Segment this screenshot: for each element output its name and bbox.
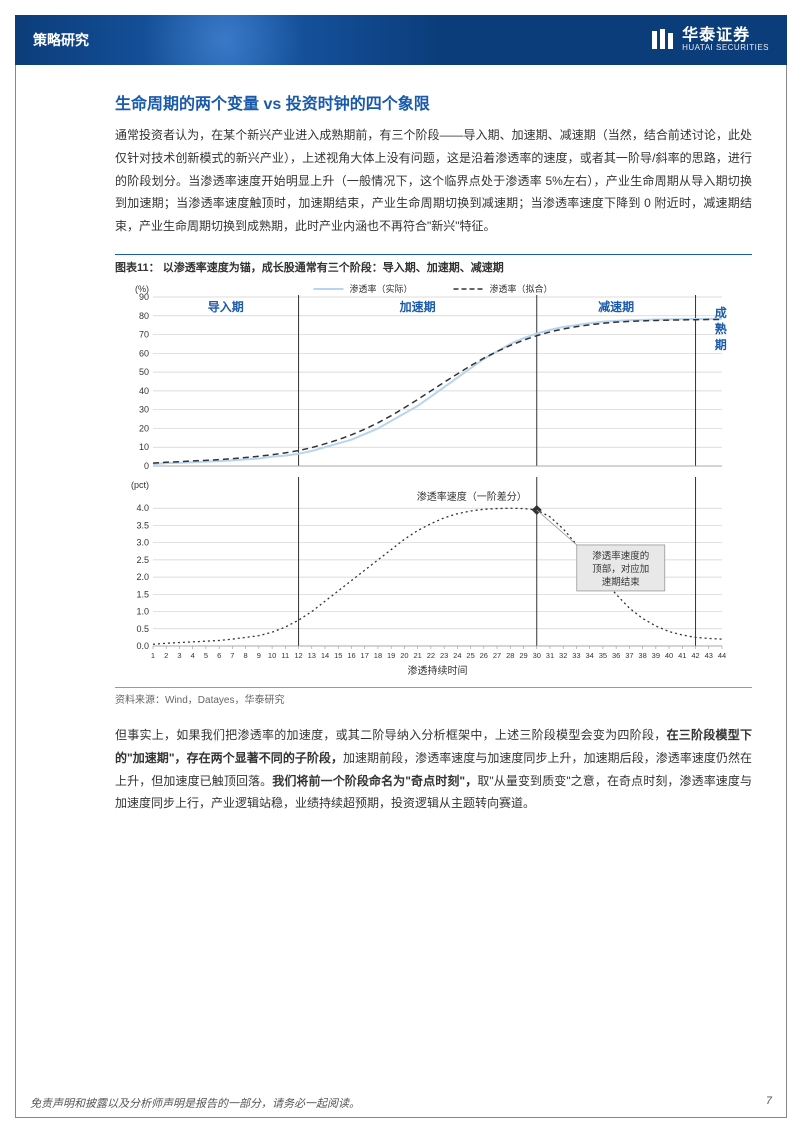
paragraph-2: 但事实上，如果我们把渗透率的加速度，或其二阶导纳入分析框架中，上述三阶段模型会变… (115, 724, 752, 815)
svg-text:渗透率速度（一阶差分）: 渗透率速度（一阶差分） (417, 490, 527, 503)
svg-text:16: 16 (347, 651, 355, 660)
header-logo: 华泰证券 HUATAI SECURITIES (650, 27, 769, 53)
svg-text:渗透率（拟合）: 渗透率（拟合） (490, 283, 553, 294)
svg-text:25: 25 (466, 651, 474, 660)
svg-text:22: 22 (427, 651, 435, 660)
logo-cn: 华泰证券 (682, 28, 769, 44)
svg-text:40: 40 (665, 651, 673, 660)
svg-text:28: 28 (506, 651, 514, 660)
svg-text:渗透率（实际）: 渗透率（实际） (350, 283, 413, 294)
svg-text:0: 0 (144, 461, 149, 471)
svg-text:18: 18 (374, 651, 382, 660)
svg-text:14: 14 (321, 651, 329, 660)
figure-caption: 以渗透率速度为锚，成长股通常有三个阶段：导入期、加速期、减速期 (163, 262, 504, 274)
svg-text:加速期: 加速期 (399, 299, 436, 314)
svg-text:41: 41 (678, 651, 686, 660)
svg-text:21: 21 (413, 651, 421, 660)
svg-text:20: 20 (139, 423, 149, 433)
header-category: 策略研究 (33, 30, 89, 50)
svg-text:40: 40 (139, 386, 149, 396)
svg-text:11: 11 (281, 651, 289, 660)
svg-text:0.0: 0.0 (136, 641, 149, 651)
svg-text:0.5: 0.5 (136, 624, 149, 634)
svg-text:1: 1 (151, 651, 155, 660)
svg-text:3.5: 3.5 (136, 520, 149, 530)
main-content: 生命周期的两个变量 vs 投资时钟的四个象限 通常投资者认为，在某个新兴产业进入… (115, 90, 752, 831)
svg-text:(%): (%) (135, 284, 149, 294)
svg-text:熟: 熟 (715, 321, 727, 336)
svg-text:10: 10 (268, 651, 276, 660)
svg-text:渗透率速度的: 渗透率速度的 (592, 550, 649, 562)
svg-text:34: 34 (586, 651, 594, 660)
svg-text:15: 15 (334, 651, 342, 660)
svg-text:17: 17 (361, 651, 369, 660)
page-footer: 免责声明和披露以及分析师声明是报告的一部分，请务必一起阅读。 7 (30, 1095, 772, 1111)
svg-text:24: 24 (453, 651, 461, 660)
huatai-logo-icon (650, 27, 676, 53)
svg-text:渗透持续时间: 渗透持续时间 (408, 664, 468, 677)
page-header: 策略研究 华泰证券 HUATAI SECURITIES (15, 15, 787, 65)
svg-text:1.5: 1.5 (136, 589, 149, 599)
figure-source: 资料来源：Wind，Datayes，华泰研究 (115, 691, 752, 706)
svg-text:50: 50 (139, 367, 149, 377)
svg-text:44: 44 (718, 651, 726, 660)
svg-text:70: 70 (139, 330, 149, 340)
svg-text:42: 42 (691, 651, 699, 660)
svg-text:6: 6 (217, 651, 221, 660)
footer-disclaimer: 免责声明和披露以及分析师声明是报告的一部分，请务必一起阅读。 (30, 1095, 360, 1111)
bottom-chart: 0.0 0.5 1.0 1.5 2.0 2.5 3.0 3.5 4.0 (pct) 渗透率速度（一阶… (115, 477, 752, 682)
svg-text:顶部，对应加: 顶部，对应加 (592, 563, 649, 575)
svg-text:减速期: 减速期 (598, 299, 634, 314)
svg-text:43: 43 (705, 651, 713, 660)
svg-text:10: 10 (139, 442, 149, 452)
chart-container: 0102030405060708090(%)导入期加速期减速期成熟期渗透率（实际… (115, 279, 752, 688)
svg-text:1.0: 1.0 (136, 607, 149, 617)
svg-text:4.0: 4.0 (136, 503, 149, 513)
top-chart: 0102030405060708090(%)导入期加速期减速期成熟期渗透率（实际… (115, 279, 752, 474)
svg-text:4: 4 (191, 651, 195, 660)
svg-text:5: 5 (204, 651, 208, 660)
svg-text:80: 80 (139, 311, 149, 321)
svg-text:60: 60 (139, 348, 149, 358)
svg-text:30: 30 (533, 651, 541, 660)
svg-text:12: 12 (294, 651, 302, 660)
svg-text:(pct): (pct) (131, 480, 149, 490)
svg-text:30: 30 (139, 405, 149, 415)
svg-text:38: 38 (638, 651, 646, 660)
svg-text:3.0: 3.0 (136, 538, 149, 548)
svg-text:2.0: 2.0 (136, 572, 149, 582)
svg-text:19: 19 (387, 651, 395, 660)
svg-text:13: 13 (308, 651, 316, 660)
svg-text:23: 23 (440, 651, 448, 660)
svg-text:导入期: 导入期 (208, 299, 244, 314)
svg-text:期: 期 (715, 337, 727, 352)
figure-number: 图表11： (115, 262, 160, 274)
section-title: 生命周期的两个变量 vs 投资时钟的四个象限 (115, 90, 752, 114)
footer-page-number: 7 (766, 1095, 772, 1111)
svg-text:27: 27 (493, 651, 501, 660)
svg-text:29: 29 (519, 651, 527, 660)
svg-text:20: 20 (400, 651, 408, 660)
logo-text: 华泰证券 HUATAI SECURITIES (682, 28, 769, 52)
svg-text:26: 26 (480, 651, 488, 660)
svg-text:3: 3 (177, 651, 181, 660)
paragraph-1: 通常投资者认为，在某个新兴产业进入成熟期前，有三个阶段——导入期、加速期、减速期… (115, 124, 752, 238)
svg-text:9: 9 (257, 651, 261, 660)
svg-text:39: 39 (652, 651, 660, 660)
svg-text:32: 32 (559, 651, 567, 660)
figure-title: 图表11： 以渗透率速度为锚，成长股通常有三个阶段：导入期、加速期、减速期 (115, 254, 752, 275)
svg-text:31: 31 (546, 651, 554, 660)
svg-text:7: 7 (230, 651, 234, 660)
svg-text:速期结束: 速期结束 (602, 576, 641, 588)
svg-text:2.5: 2.5 (136, 555, 149, 565)
svg-text:33: 33 (572, 651, 580, 660)
svg-text:35: 35 (599, 651, 607, 660)
logo-en: HUATAI SECURITIES (682, 44, 769, 52)
svg-text:36: 36 (612, 651, 620, 660)
svg-text:成: 成 (715, 305, 727, 320)
svg-text:37: 37 (625, 651, 633, 660)
svg-text:8: 8 (244, 651, 248, 660)
svg-text:2: 2 (164, 651, 168, 660)
